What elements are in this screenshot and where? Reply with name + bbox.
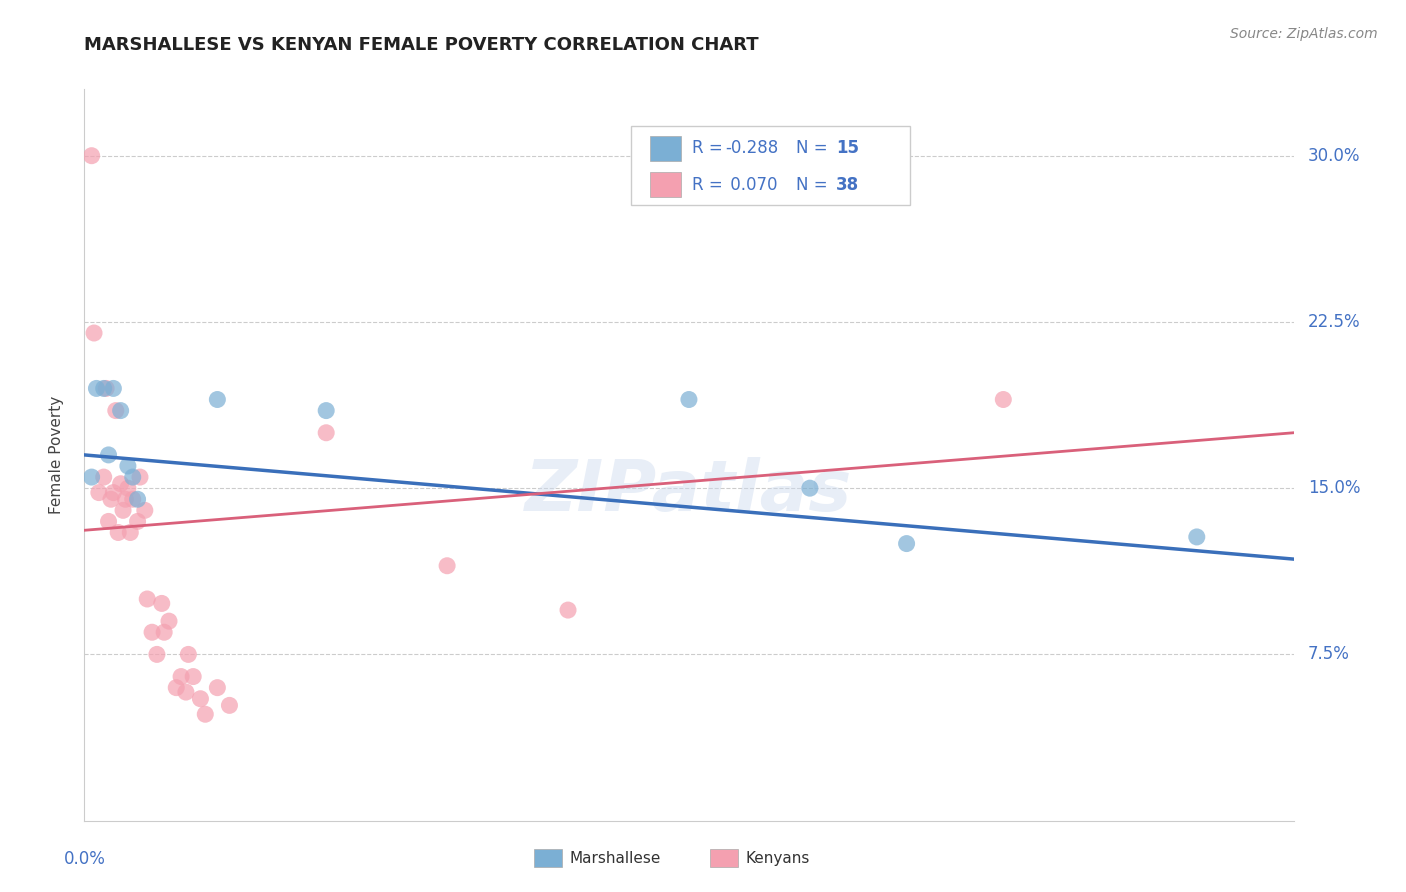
Point — [127, 492, 149, 507]
Text: 0.070: 0.070 — [725, 176, 778, 194]
Point — [97, 448, 120, 462]
Point — [207, 681, 229, 695]
Point — [134, 503, 156, 517]
Text: 15.0%: 15.0% — [1308, 479, 1361, 497]
Point — [1185, 530, 1208, 544]
Point — [86, 381, 108, 395]
Y-axis label: Female Poverty: Female Poverty — [49, 396, 63, 514]
Point — [165, 681, 187, 695]
Point — [150, 596, 173, 610]
Point — [136, 592, 159, 607]
Text: R =: R = — [693, 176, 728, 194]
Point — [121, 492, 143, 507]
Point — [103, 381, 125, 395]
Text: 30.0%: 30.0% — [1308, 146, 1361, 165]
Point — [114, 492, 136, 507]
Point — [678, 392, 700, 407]
Point — [315, 403, 337, 417]
Point — [127, 515, 149, 529]
Point — [100, 492, 122, 507]
Text: 7.5%: 7.5% — [1308, 646, 1350, 664]
Point — [110, 476, 132, 491]
Point — [157, 614, 180, 628]
Point — [190, 691, 212, 706]
Text: -0.288: -0.288 — [725, 139, 778, 158]
Point — [194, 707, 217, 722]
Point — [896, 536, 918, 550]
Point — [557, 603, 579, 617]
Point — [110, 403, 132, 417]
Text: R =: R = — [693, 139, 728, 158]
Point — [146, 648, 169, 662]
Point — [436, 558, 458, 573]
Point — [93, 470, 115, 484]
Point — [80, 470, 103, 484]
Text: 38: 38 — [835, 176, 859, 194]
Text: Kenyans: Kenyans — [745, 851, 810, 865]
Point — [153, 625, 176, 640]
Text: MARSHALLESE VS KENYAN FEMALE POVERTY CORRELATION CHART: MARSHALLESE VS KENYAN FEMALE POVERTY COR… — [84, 36, 759, 54]
Point — [799, 481, 821, 495]
Point — [315, 425, 337, 440]
Point — [121, 470, 143, 484]
Text: ZIPatlas: ZIPatlas — [526, 457, 852, 526]
Text: 15: 15 — [835, 139, 859, 158]
Point — [93, 381, 115, 395]
Point — [80, 149, 103, 163]
Text: Source: ZipAtlas.com: Source: ZipAtlas.com — [1230, 27, 1378, 41]
Point — [112, 503, 135, 517]
Point — [97, 515, 120, 529]
Point — [103, 485, 125, 500]
Point — [181, 669, 204, 683]
Point — [83, 326, 105, 340]
Point — [207, 392, 229, 407]
Point — [170, 669, 193, 683]
Text: 22.5%: 22.5% — [1308, 313, 1361, 331]
Point — [129, 470, 152, 484]
Point — [107, 525, 129, 540]
Point — [141, 625, 163, 640]
Point — [174, 685, 197, 699]
Point — [177, 648, 200, 662]
Text: Marshallese: Marshallese — [569, 851, 661, 865]
Point — [120, 525, 142, 540]
Text: N =: N = — [796, 176, 834, 194]
Point — [117, 481, 139, 495]
Point — [117, 458, 139, 473]
Point — [993, 392, 1015, 407]
Text: N =: N = — [796, 139, 834, 158]
Point — [218, 698, 240, 713]
Point — [87, 485, 110, 500]
Point — [104, 403, 127, 417]
Text: 0.0%: 0.0% — [63, 850, 105, 868]
Point — [94, 381, 117, 395]
